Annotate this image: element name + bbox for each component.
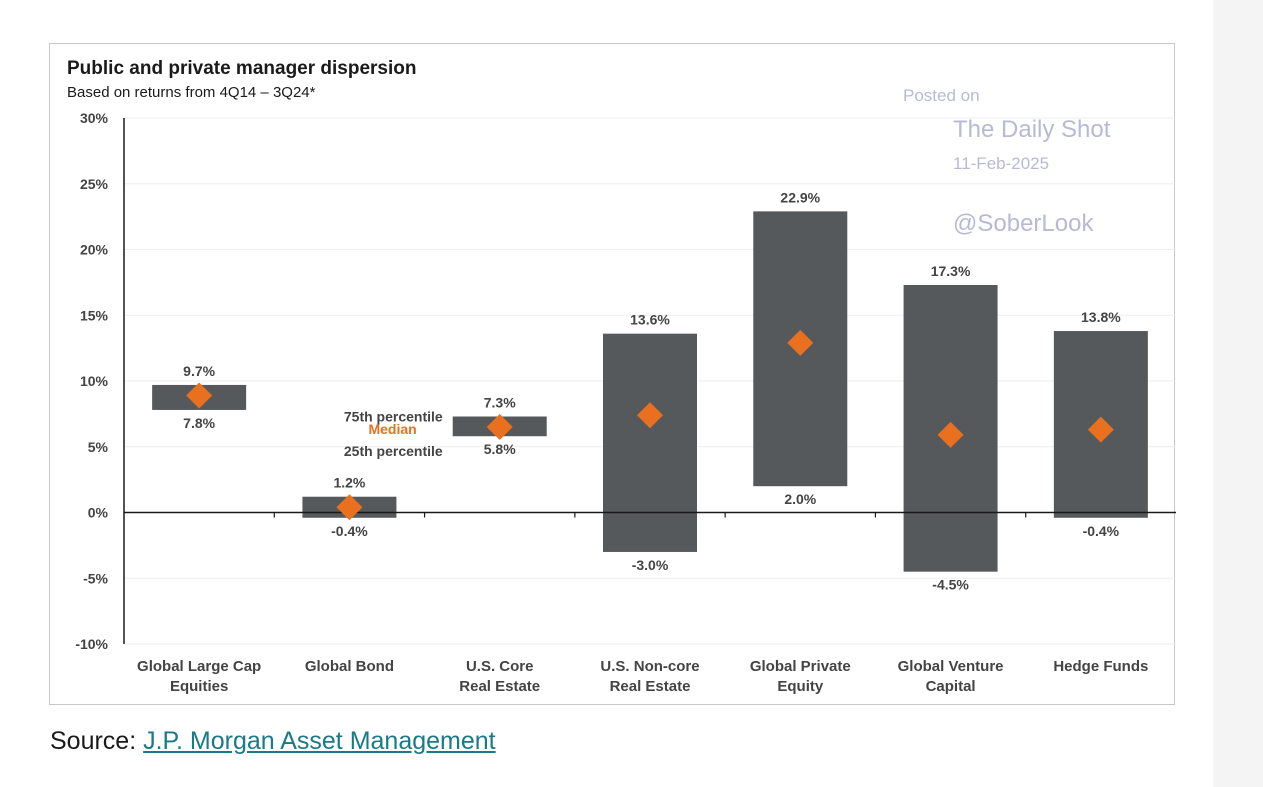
median-marker	[637, 402, 663, 429]
p75-label: 9.7%	[183, 363, 215, 379]
chart-title: Public and private manager dispersion	[67, 58, 417, 79]
category-label: Global Private	[750, 658, 851, 675]
chart-plot: 30% 25% 20% 15% 10% 5% 0% -5% -10% 9.7% 7.8% 1.2% -0…	[75, 110, 1176, 695]
category-label: Real Estate	[610, 678, 691, 695]
source-link[interactable]: J.P. Morgan Asset Management	[143, 727, 496, 755]
median-marker	[186, 382, 213, 409]
watermark-name: The Daily Shot	[953, 116, 1111, 143]
category-label: Hedge Funds	[1053, 658, 1148, 675]
median-marker	[336, 494, 363, 521]
category-label: Global Bond	[305, 658, 394, 675]
median-marker	[1087, 416, 1114, 443]
p25-label: -4.5%	[932, 577, 969, 593]
p75-label: 17.3%	[931, 263, 971, 279]
page-gutter	[1213, 0, 1263, 787]
legend-75th: 75th percentile	[344, 409, 443, 425]
p75-label: 7.3%	[484, 395, 516, 411]
category-label: Equities	[170, 678, 228, 695]
watermark-posted: Posted on	[903, 86, 980, 105]
p25-label: 7.8%	[183, 415, 215, 431]
y-tick-label: -10%	[75, 636, 108, 652]
source-line: Source: J.P. Morgan Asset Management	[50, 727, 496, 756]
range-bar	[603, 333, 697, 552]
p75-label: 22.9%	[780, 189, 820, 205]
p25-label: -0.4%	[331, 523, 368, 539]
chart-subtitle: Based on returns from 4Q14 – 3Q24*	[67, 84, 316, 101]
median-marker	[787, 329, 814, 356]
y-tick-label: -5%	[83, 570, 108, 586]
p25-label: -3.0%	[632, 557, 669, 573]
legend-median: Median	[368, 421, 416, 437]
p75-label: 13.6%	[630, 312, 670, 328]
median-marker	[937, 421, 964, 448]
y-tick-label: 10%	[80, 373, 109, 389]
y-tick-label: 30%	[80, 110, 109, 126]
category-label: Equity	[777, 678, 823, 695]
p75-label: 1.2%	[333, 475, 365, 491]
p75-label: 13.8%	[1081, 309, 1121, 325]
p25-label: 5.8%	[484, 441, 516, 457]
category-label: Real Estate	[459, 678, 540, 695]
legend-25th: 25th percentile	[344, 443, 443, 459]
category-label: Global Venture	[898, 658, 1004, 675]
chart-panel: Public and private manager dispersion Ba…	[49, 43, 1176, 705]
category-label: Global Large Cap	[137, 658, 261, 675]
y-tick-label: 15%	[80, 307, 109, 323]
y-tick-label: 25%	[80, 176, 109, 192]
p25-label: 2.0%	[784, 491, 816, 507]
category-label: U.S. Core	[466, 658, 534, 675]
category-label: Capital	[926, 678, 976, 695]
p25-label: -0.4%	[1083, 523, 1120, 539]
y-tick-label: 5%	[88, 439, 109, 455]
source-prefix: Source:	[50, 727, 144, 755]
watermark-date: 11-Feb-2025	[953, 154, 1050, 173]
y-tick-label: 20%	[80, 242, 109, 258]
median-marker	[486, 414, 513, 441]
watermark-handle: @SoberLook	[953, 210, 1094, 237]
category-label: U.S. Non-core	[600, 658, 699, 675]
y-tick-label: 0%	[88, 505, 109, 521]
